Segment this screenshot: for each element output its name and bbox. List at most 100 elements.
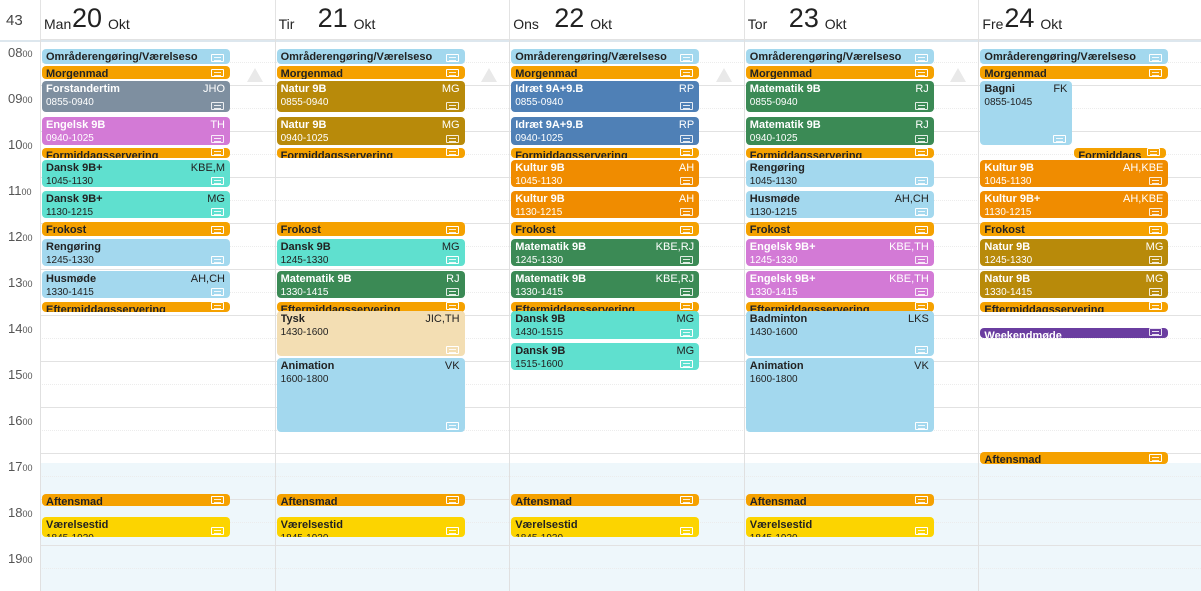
calendar-event[interactable]: Natur 9B MG 1245-1330 <box>980 239 1169 267</box>
calendar-event[interactable]: Kultur 9B AH,KBE 1045-1130 <box>980 159 1169 187</box>
calendar-event[interactable]: Værelsestid1845-1930 <box>276 516 465 538</box>
calendar-event[interactable]: Formiddagsservering <box>745 148 934 159</box>
calendar-event[interactable]: Forstandertim JHO 0855-0940 <box>42 81 230 113</box>
calendar-event[interactable]: Formiddags <box>1074 148 1167 159</box>
event-title: Animation <box>280 360 335 373</box>
day-header-fre[interactable]: Fre 24 Okt <box>978 0 1201 40</box>
calendar-event[interactable]: Eftermiddagsservering <box>980 302 1169 313</box>
calendar-event[interactable]: Formiddagsservering <box>511 148 700 159</box>
calendar-event[interactable]: Animation VK 1600-1800 <box>745 358 934 433</box>
calendar-event[interactable]: Eftermiddagsservering <box>511 302 700 313</box>
calendar-event[interactable]: Morgenmad <box>511 66 700 80</box>
calendar-icon <box>445 496 459 505</box>
calendar-event[interactable]: Værelsestid1845-1930 <box>511 516 700 538</box>
day-header-man[interactable]: Man 20 Okt <box>40 0 275 40</box>
calendar-event[interactable]: Aftensmad <box>980 451 1169 465</box>
event-time: 1330-1415 <box>46 286 94 298</box>
event-time: 1330-1415 <box>280 286 329 298</box>
calendar-event[interactable]: Matematik 9B KBE,RJ 1330-1415 <box>511 270 700 298</box>
calendar-event[interactable]: Rengøring 1245-1330 <box>42 239 230 267</box>
calendar-event[interactable]: Kultur 9B AH 1045-1130 <box>511 159 700 187</box>
calendar-event[interactable]: Husmøde AH,CH 1130-1215 <box>745 191 934 219</box>
hour-label-hour: 12 <box>8 229 23 245</box>
event-title: Værelsestid <box>46 518 109 531</box>
event-time: 0855-0940 <box>280 97 329 109</box>
calendar-event[interactable]: Dansk 9B+ MG 1130-1215 <box>42 191 230 219</box>
day-header-tir[interactable]: Tir 21 Okt <box>274 0 510 40</box>
calendar-event[interactable]: Tysk JIC,TH 1430-1600 <box>276 311 465 357</box>
day-header-ons[interactable]: Ons 22 Okt <box>509 0 744 40</box>
calendar-event[interactable]: Dansk 9B MG 1245-1330 <box>276 239 465 267</box>
calendar-event[interactable]: Idræt 9A+9.B RP 0940-1025 <box>511 117 700 145</box>
calendar-event[interactable]: Aftensmad <box>42 493 230 507</box>
calendar-event[interactable]: Rengøring 1045-1130 <box>745 159 934 187</box>
calendar-event[interactable]: Aftensmad <box>511 493 700 507</box>
calendar-event[interactable]: Områderengøring/Værelseso <box>276 49 465 65</box>
calendar-event[interactable]: Aftensmad <box>276 493 465 507</box>
event-title: Områderengøring/Værelseso <box>749 51 902 64</box>
calendar-event[interactable]: Idræt 9A+9.B RP 0855-0940 <box>511 81 700 113</box>
calendar-icon <box>914 69 928 78</box>
calendar-event[interactable]: Værelsestid1845-1930 <box>42 516 230 538</box>
calendar-event[interactable]: Matematik 9B KBE,RJ 1245-1330 <box>511 239 700 267</box>
event-time: 1245-1330 <box>984 255 1033 267</box>
calendar-event[interactable]: Kultur 9B AH 1130-1215 <box>511 191 700 219</box>
calendar-event[interactable]: Frokost <box>745 222 934 236</box>
collapse-indicator <box>481 68 498 83</box>
calendar-icon <box>445 346 459 355</box>
calendar-event[interactable]: Natur 9B MG 0940-1025 <box>276 117 465 145</box>
calendar-event[interactable]: Frokost <box>980 222 1169 236</box>
calendar-event[interactable]: Dansk 9B MG 1515-1600 <box>511 342 700 370</box>
calendar-event[interactable]: Aftensmad <box>745 493 934 507</box>
event-title: Områderengøring/Værelseso <box>280 51 433 64</box>
calendar-icon <box>1149 54 1163 63</box>
calendar-event[interactable]: Formiddagsservering <box>42 148 230 159</box>
calendar-event[interactable]: Kultur 9B+ AH,KBE 1130-1215 <box>980 191 1169 219</box>
calendar-event[interactable]: Områderengøring/Værelseso <box>980 49 1169 65</box>
calendar-event[interactable]: Eftermiddagsservering <box>745 302 934 313</box>
calendar-event[interactable]: Frokost <box>511 222 700 236</box>
event-time: 1600-1800 <box>749 374 798 386</box>
calendar-event[interactable]: Frokost <box>276 222 465 236</box>
calendar-event[interactable]: Natur 9B MG 0855-0940 <box>276 81 465 113</box>
calendar-icon <box>211 176 224 185</box>
calendar-event[interactable]: Morgenmad <box>42 66 230 80</box>
calendar-event[interactable]: Formiddagsservering <box>276 148 465 159</box>
calendar-event[interactable]: Engelsk 9B+ KBE,TH 1245-1330 <box>745 239 934 267</box>
event-time: 1130-1215 <box>46 207 94 219</box>
calendar-event[interactable]: Engelsk 9B+ KBE,TH 1330-1415 <box>745 270 934 298</box>
calendar-event[interactable]: Matematik 9B RJ 0855-0940 <box>745 81 934 113</box>
calendar-icon <box>1149 328 1163 337</box>
calendar-event[interactable]: Matematik 9B RJ 0940-1025 <box>745 117 934 145</box>
day-header-tor[interactable]: Tor 23 Okt <box>743 0 979 40</box>
calendar-event[interactable]: Morgenmad <box>276 66 465 80</box>
calendar-event[interactable]: Weekendmøde <box>980 328 1169 339</box>
calendar-event[interactable]: Bagni FK 0855-1045 <box>980 81 1073 145</box>
calendar-event[interactable]: Eftermiddagsservering <box>276 302 465 313</box>
event-time: 1245-1330 <box>515 255 564 267</box>
calendar-event[interactable]: Områderengøring/Værelseso <box>42 49 230 65</box>
calendar-event[interactable]: Dansk 9B+ KBE,M 1045-1130 <box>42 159 230 187</box>
calendar-event[interactable]: Morgenmad <box>745 66 934 80</box>
calendar-event[interactable]: Eftermiddagsservering <box>42 302 230 313</box>
calendar-event[interactable]: Matematik 9B RJ 1330-1415 <box>276 270 465 298</box>
calendar-icon <box>211 54 224 63</box>
calendar-event[interactable]: Områderengøring/Værelseso <box>745 49 934 65</box>
event-initials: MG <box>1145 272 1164 285</box>
calendar-event[interactable]: Natur 9B MG 1330-1415 <box>980 270 1169 298</box>
event-initials: MG <box>676 313 695 326</box>
calendar-event[interactable]: Engelsk 9B TH 0940-1025 <box>42 117 230 145</box>
event-title: Matematik 9B <box>749 119 821 132</box>
calendar-event[interactable]: Dansk 9B MG 1430-1515 <box>511 311 700 339</box>
event-title: Aftensmad <box>46 495 103 507</box>
calendar-event[interactable]: Frokost <box>42 222 230 236</box>
calendar-icon <box>914 134 928 143</box>
calendar-icon <box>1147 148 1161 157</box>
calendar-event[interactable]: Badminton LKS 1430-1600 <box>745 311 934 357</box>
hour-label-minute: 00 <box>22 141 33 152</box>
calendar-event[interactable]: Værelsestid1845-1930 <box>745 516 934 538</box>
calendar-event[interactable]: Områderengøring/Værelseso <box>511 49 700 65</box>
calendar-event[interactable]: Animation VK 1600-1800 <box>276 358 465 433</box>
calendar-event[interactable]: Morgenmad <box>980 66 1169 80</box>
calendar-event[interactable]: Husmøde AH,CH 1330-1415 <box>42 270 230 298</box>
